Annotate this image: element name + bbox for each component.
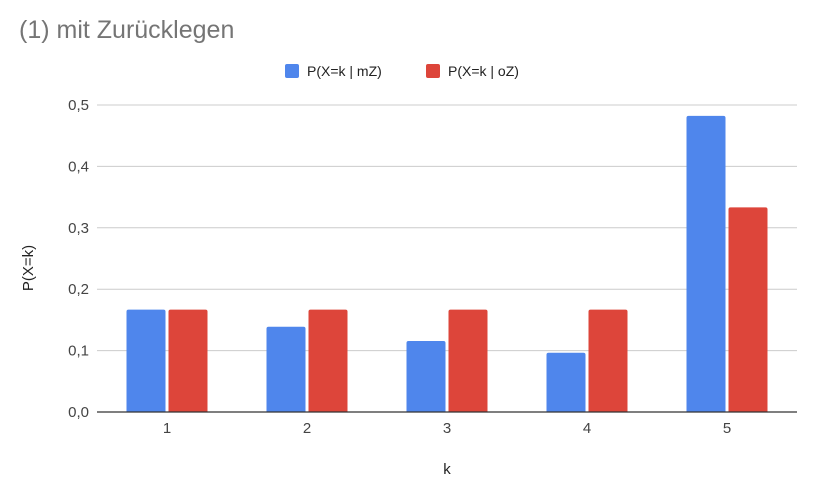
- bar-oz-2: [308, 309, 348, 412]
- y-tick-label: 0,4: [68, 158, 89, 175]
- x-axis: 1 2 3 4 5: [97, 411, 797, 437]
- bar-oz-1: [168, 309, 208, 412]
- bar-mz-5: [686, 115, 726, 412]
- y-tick-label: 0,3: [68, 220, 89, 237]
- bar-oz-4: [588, 309, 628, 412]
- x-tick-label: 2: [303, 420, 311, 437]
- gridlines: [97, 104, 797, 352]
- bars: [126, 115, 768, 412]
- legend-label: P(X=k | mZ): [307, 63, 382, 79]
- bar-mz-1: [126, 309, 166, 412]
- bar-mz-3: [406, 340, 446, 412]
- x-tick-label: 1: [163, 420, 171, 437]
- x-tick-label: 3: [443, 420, 451, 437]
- y-tick-label: 0,1: [68, 343, 89, 360]
- legend: P(X=k | mZ) P(X=k | oZ): [285, 63, 519, 79]
- legend-swatch: [426, 64, 440, 78]
- bar-oz-5: [728, 207, 768, 412]
- y-axis: 0,0 0,1 0,2 0,3 0,4 0,5: [68, 97, 89, 421]
- legend-label: P(X=k | oZ): [448, 63, 519, 79]
- bar-mz-4: [546, 352, 586, 412]
- x-tick-label: 4: [583, 420, 591, 437]
- y-tick-label: 0,2: [68, 281, 89, 298]
- y-axis-label: P(X=k): [20, 245, 37, 291]
- chart-title: (1) mit Zurücklegen: [19, 16, 235, 44]
- y-tick-label: 0,5: [68, 97, 89, 114]
- x-tick-label: 5: [723, 420, 731, 437]
- bar-mz-2: [266, 326, 306, 412]
- bar-oz-3: [448, 309, 488, 412]
- x-axis-label: k: [443, 461, 451, 478]
- y-tick-label: 0,0: [68, 404, 89, 421]
- legend-swatch: [285, 64, 299, 78]
